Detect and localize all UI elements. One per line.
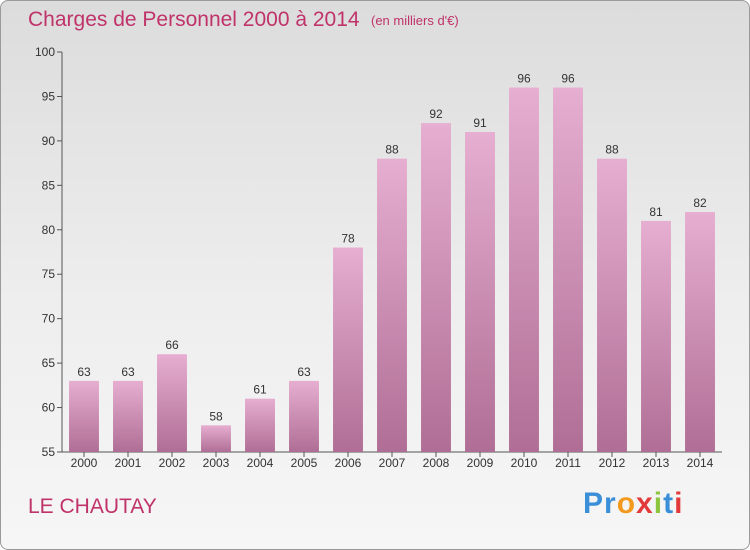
y-tick-label: 85 — [42, 178, 56, 192]
data-label: 82 — [693, 196, 707, 210]
logo-letter: i — [653, 487, 664, 520]
bar-2002 — [157, 354, 187, 452]
bar-2000 — [69, 380, 99, 452]
y-tick-label: 70 — [42, 312, 56, 326]
bar-2001 — [113, 380, 143, 452]
data-label: 92 — [429, 107, 443, 121]
y-tick-label: 80 — [42, 223, 56, 237]
bar-2007 — [377, 158, 407, 452]
x-tick-label: 2004 — [247, 456, 274, 470]
x-tick-label: 2013 — [643, 456, 670, 470]
data-label: 81 — [649, 205, 663, 219]
x-tick-label: 2011 — [555, 456, 581, 470]
data-label: 63 — [121, 365, 135, 379]
data-label: 88 — [605, 143, 619, 157]
data-label: 96 — [561, 72, 575, 86]
x-tick-label: 2006 — [335, 456, 362, 470]
logo-letter: t — [663, 487, 675, 520]
bar-2013 — [641, 220, 671, 452]
data-label: 61 — [253, 383, 267, 397]
bar-2012 — [597, 158, 627, 452]
bar-2011 — [553, 87, 583, 453]
proxiti-logo: Proxiti — [583, 487, 683, 521]
data-label: 78 — [341, 232, 355, 246]
y-tick-label: 75 — [42, 267, 56, 281]
bar-2008 — [421, 123, 451, 452]
bar-2010 — [509, 87, 539, 453]
x-tick-label: 2005 — [291, 456, 318, 470]
bar-2005 — [289, 380, 319, 452]
place-name: LE CHAUTAY — [28, 495, 157, 518]
bar-2003 — [201, 425, 231, 452]
y-tick-label: 100 — [35, 45, 55, 59]
data-label: 88 — [385, 143, 399, 157]
x-tick-label: 2012 — [599, 456, 626, 470]
y-tick-label: 60 — [42, 401, 56, 415]
bar-2006 — [333, 247, 363, 452]
data-label: 96 — [517, 72, 531, 86]
bar-2014 — [685, 212, 715, 452]
x-tick-label: 2008 — [423, 456, 450, 470]
chart-title: Charges de Personnel 2000 à 2014 — [28, 8, 360, 31]
logo-letter: r — [604, 487, 617, 520]
y-tick-label: 65 — [42, 356, 56, 370]
logo-letter: x — [636, 487, 654, 520]
x-tick-label: 2001 — [115, 456, 142, 470]
logo-letter: P — [583, 487, 605, 520]
x-tick-label: 2000 — [71, 456, 98, 470]
x-tick-label: 2003 — [203, 456, 230, 470]
data-label: 63 — [77, 365, 91, 379]
y-tick-label: 90 — [42, 134, 56, 148]
data-label: 58 — [209, 409, 223, 423]
bar-2004 — [245, 398, 275, 452]
data-label: 63 — [297, 365, 311, 379]
chart-subtitle: (en milliers d'€) — [371, 13, 459, 28]
x-tick-label: 2009 — [467, 456, 494, 470]
logo-letter: o — [616, 487, 637, 520]
data-label: 66 — [165, 338, 179, 352]
y-tick-label: 55 — [42, 445, 56, 459]
logo-letter: i — [674, 487, 684, 520]
bar-2009 — [465, 132, 495, 452]
x-tick-label: 2007 — [379, 456, 406, 470]
data-label: 91 — [473, 116, 487, 130]
x-tick-label: 2010 — [511, 456, 538, 470]
x-tick-label: 2002 — [159, 456, 186, 470]
x-tick-label: 2014 — [687, 456, 714, 470]
y-tick-label: 95 — [42, 89, 56, 103]
